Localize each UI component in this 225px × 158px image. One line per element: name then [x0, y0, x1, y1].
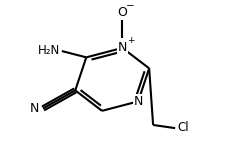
Text: N: N [29, 102, 39, 115]
Text: N: N [133, 95, 142, 108]
Text: O: O [117, 6, 127, 19]
Text: Cl: Cl [177, 121, 188, 134]
Text: −: − [126, 1, 134, 11]
Text: +: + [127, 36, 134, 45]
Text: H₂N: H₂N [38, 44, 60, 57]
Text: N: N [117, 41, 126, 54]
